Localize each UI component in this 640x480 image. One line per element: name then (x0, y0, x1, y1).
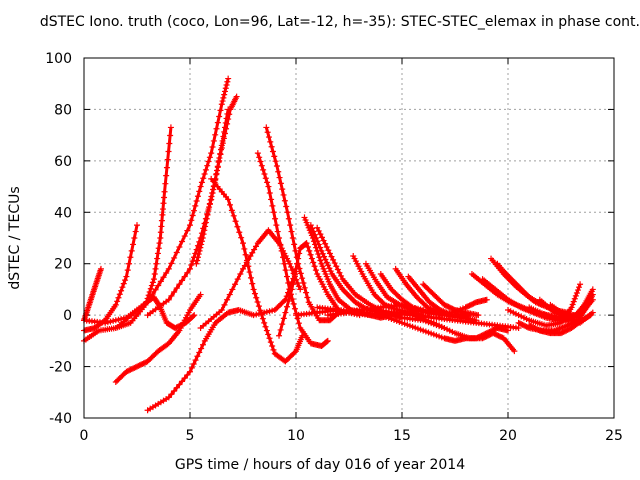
plot-frame (83, 57, 615, 419)
series-12 (254, 150, 331, 349)
x-tick-label: 5 (186, 428, 195, 444)
x-tick-label: 10 (287, 428, 305, 444)
y-tick-label: 60 (54, 154, 72, 170)
y-tick-label: -40 (49, 411, 72, 427)
series-22 (405, 273, 469, 319)
series-11 (197, 227, 304, 331)
series-markers (263, 124, 342, 324)
y-tick-label: 0 (63, 308, 72, 324)
chart-title: dSTEC Iono. truth (coco, Lon=96, Lat=-12… (39, 14, 640, 30)
series-markers (307, 222, 384, 316)
y-axis-label: dSTEC / TECUs (7, 186, 23, 290)
series-markers (112, 75, 232, 331)
y-tick-label: -20 (49, 360, 72, 376)
data-series (81, 75, 596, 414)
y-tick-label: 80 (54, 102, 72, 118)
series-8 (112, 75, 232, 331)
series-markers (197, 227, 304, 331)
series-16 (307, 222, 384, 316)
series-markers (144, 268, 299, 414)
y-axis-ticks: -40 -20 0 20 40 60 80 100 (45, 51, 614, 427)
series-13 (263, 124, 342, 324)
x-tick-label: 20 (499, 428, 517, 444)
x-tick-label: 25 (605, 428, 623, 444)
series-39 (526, 312, 594, 337)
series-markers (405, 273, 469, 319)
x-tick-label: 15 (393, 428, 411, 444)
series-markers (526, 312, 594, 337)
x-tick-label: 0 (80, 428, 89, 444)
y-tick-label: 100 (45, 51, 72, 67)
y-tick-label: 20 (54, 257, 72, 273)
series-9 (193, 106, 232, 267)
x-axis-ticks: 0 5 10 15 20 25 (80, 58, 623, 444)
series-14 (276, 240, 363, 339)
series-markers (367, 307, 522, 331)
series-6 (144, 268, 299, 414)
x-axis-label: GPS time / hours of day 016 of year 2014 (174, 457, 466, 473)
series-markers (193, 106, 232, 267)
y-tick-label: 40 (54, 205, 72, 221)
series-35 (505, 281, 584, 329)
series-markers (208, 175, 306, 365)
series-28 (367, 307, 522, 331)
grid-lines (84, 58, 614, 418)
series-10 (208, 175, 306, 365)
